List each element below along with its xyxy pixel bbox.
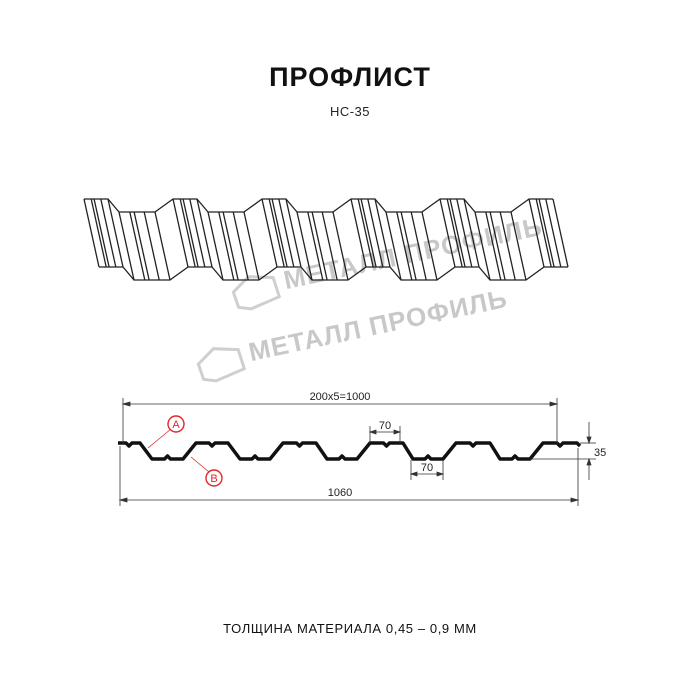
sheet-fold-line xyxy=(243,211,260,281)
sheet-rib-line xyxy=(182,198,199,268)
sheet-rib-line xyxy=(100,198,117,268)
total-width-label: 1060 xyxy=(328,487,352,499)
sheet-fold-line xyxy=(332,211,349,281)
sheet-fold-line xyxy=(528,198,545,268)
sheet-rib-line xyxy=(456,198,473,268)
sheet-fold-line xyxy=(196,198,213,268)
sheet-rib-line xyxy=(410,211,427,281)
sheet-rib-line xyxy=(367,198,384,268)
sheet-top-edge xyxy=(84,198,553,213)
sheet-rib-line xyxy=(307,211,324,281)
sheet-fold-line xyxy=(474,211,491,281)
sheet-rib-line xyxy=(446,198,463,268)
sheet-rib-line xyxy=(90,198,107,268)
sheet-rib-line xyxy=(222,211,239,281)
sheet-rib-line xyxy=(321,211,338,281)
sheet-rib-line xyxy=(179,198,196,268)
sheet-fold-line xyxy=(463,198,480,268)
sheet-rib-line xyxy=(143,211,160,281)
pitch-label: 200x5=1000 xyxy=(310,391,371,403)
watermark-bottom: МЕТАЛЛ ПРОФИЛЬ xyxy=(196,283,510,383)
sheet-rib-line xyxy=(400,211,417,281)
profile-section-line xyxy=(118,441,582,461)
sheet-rib-line xyxy=(232,211,249,281)
sheet-rib-line xyxy=(499,211,516,281)
sheet-3d-view xyxy=(83,198,569,281)
sheet-fold-line xyxy=(439,198,456,268)
sheet-fold-line xyxy=(154,211,171,281)
arrow-icon xyxy=(409,471,445,477)
model-subtitle: НС-35 xyxy=(329,104,371,119)
sheet-fold-line xyxy=(510,211,527,281)
sheet-rib-line xyxy=(489,211,506,281)
cross-section: 200x5=1000 1060 70 70 35 A B xyxy=(118,391,606,506)
arrow-icon xyxy=(118,497,580,503)
page-title: ПРОФЛИСТ xyxy=(269,62,431,92)
sheet-rib-line xyxy=(129,211,146,281)
arrow-icon xyxy=(121,401,559,407)
sheet-fold-line xyxy=(83,198,100,268)
sheet-fold-line xyxy=(421,211,438,281)
sheet-fold-line xyxy=(261,198,278,268)
marker-a-label: A xyxy=(172,419,180,431)
material-thickness-note: ТОЛЩИНА МАТЕРИАЛА 0,45 – 0,9 ММ xyxy=(223,621,477,636)
arrow-icon xyxy=(586,436,592,466)
top-flat-label: 70 xyxy=(379,420,391,432)
watermark-logo-icon xyxy=(196,347,247,383)
sheet-fold-line xyxy=(118,211,135,281)
sheet-rib-line xyxy=(268,198,285,268)
watermark-text: МЕТАЛЛ ПРОФИЛЬ xyxy=(246,283,510,367)
sheet-rib-line xyxy=(538,198,555,268)
sheet-rib-line xyxy=(271,198,288,268)
sheet-rib-line xyxy=(357,198,374,268)
sheet-rib-line xyxy=(93,198,110,268)
sheet-fold-line xyxy=(172,198,189,268)
sheet-rib-line xyxy=(189,198,206,268)
sheet-fold-line xyxy=(385,211,402,281)
marker-a: A xyxy=(147,415,185,449)
sheet-fold-line xyxy=(374,198,391,268)
sheet-fold-line xyxy=(296,211,313,281)
sheet-fold-line xyxy=(207,211,224,281)
marker-b: B xyxy=(190,456,223,487)
sheet-rib-line xyxy=(396,211,413,281)
sheet-rib-line xyxy=(535,198,552,268)
sheet-rib-line xyxy=(545,198,562,268)
sheet-fold-line xyxy=(350,198,367,268)
marker-b-label: B xyxy=(210,473,217,485)
sheet-fold-line xyxy=(285,198,302,268)
height-label: 35 xyxy=(594,447,606,459)
sheet-rib-line xyxy=(485,211,502,281)
sheet-fold-line xyxy=(552,198,569,268)
arrow-icon xyxy=(368,429,402,435)
sheet-rib-line xyxy=(360,198,377,268)
sheet-bottom-edge xyxy=(99,266,568,281)
sheet-rib-line xyxy=(133,211,150,281)
sheet-rib-line xyxy=(278,198,295,268)
sheet-fold-line xyxy=(107,198,124,268)
sheet-rib-line xyxy=(218,211,235,281)
sheet-rib-line xyxy=(311,211,328,281)
watermark-logo-icon xyxy=(231,275,282,311)
sheet-rib-line xyxy=(449,198,466,268)
bottom-flat-label: 70 xyxy=(421,462,433,474)
